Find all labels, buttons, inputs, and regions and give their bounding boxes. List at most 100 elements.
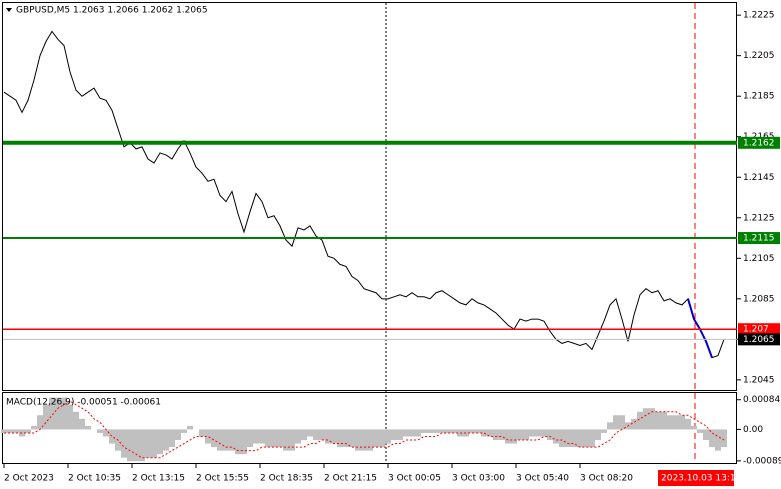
time-cursor-label: 2023.10.03 13:10 bbox=[661, 474, 742, 484]
macd-bar bbox=[73, 411, 79, 430]
macd-bar bbox=[277, 429, 283, 448]
macd-bar bbox=[373, 429, 379, 448]
macd-bar bbox=[163, 429, 169, 451]
macd-bar bbox=[631, 418, 637, 430]
macd-bar bbox=[85, 425, 91, 430]
macd-bar bbox=[691, 425, 697, 430]
y-tick-label: -0.00089 bbox=[743, 456, 781, 466]
macd-bar bbox=[67, 404, 73, 430]
symbol-info: GBPUSD,M5 1.2063 1.2066 1.2062 1.2065 bbox=[16, 6, 208, 16]
macd-bar bbox=[289, 429, 295, 451]
level-label: 1.2162 bbox=[743, 138, 775, 148]
time-label: 2 Oct 18:35 bbox=[260, 474, 313, 484]
macd-bar bbox=[505, 429, 511, 444]
macd-bar bbox=[157, 429, 163, 455]
macd-bar bbox=[79, 418, 85, 430]
macd-bar bbox=[301, 429, 307, 441]
time-label: 2 Oct 13:15 bbox=[132, 474, 185, 484]
macd-bar bbox=[499, 429, 505, 441]
macd-bar bbox=[535, 429, 541, 437]
macd-bar bbox=[235, 429, 241, 455]
macd-bar bbox=[37, 415, 43, 430]
macd-bar bbox=[703, 429, 709, 441]
macd-bar bbox=[49, 397, 55, 430]
macd-bar bbox=[721, 429, 727, 448]
macd-bar bbox=[673, 415, 679, 430]
macd-bar bbox=[403, 429, 409, 437]
macd-bar bbox=[517, 429, 523, 441]
macd-bar bbox=[7, 429, 13, 433]
macd-bar bbox=[547, 429, 553, 441]
collapse-icon[interactable] bbox=[6, 8, 12, 12]
macd-bar bbox=[715, 429, 721, 451]
y-tick-label: 0.00 bbox=[743, 425, 763, 435]
macd-bar bbox=[181, 429, 187, 433]
macd-bar bbox=[121, 429, 127, 458]
macd-bar bbox=[433, 429, 439, 433]
macd-bar bbox=[661, 411, 667, 430]
macd-bar bbox=[637, 411, 643, 430]
macd-bar bbox=[187, 425, 193, 430]
macd-bar bbox=[709, 429, 715, 448]
level-label-box bbox=[738, 232, 780, 245]
macd-bar bbox=[685, 418, 691, 430]
macd-bar bbox=[127, 429, 133, 462]
y-tick-label: 0.00084 bbox=[743, 395, 780, 405]
time-cursor-box bbox=[658, 470, 734, 486]
price-line bbox=[3, 30, 725, 359]
macd-bar bbox=[583, 429, 589, 448]
price-panel bbox=[2, 2, 737, 391]
time-label: 2 Oct 2023 bbox=[4, 474, 54, 484]
level-label: 1.207 bbox=[743, 325, 769, 335]
macd-panel bbox=[2, 392, 737, 464]
macd-bar bbox=[313, 429, 319, 441]
macd-bar bbox=[577, 429, 583, 448]
macd-bar bbox=[223, 429, 229, 451]
macd-bar bbox=[541, 429, 547, 437]
level-label-box bbox=[738, 136, 780, 149]
macd-bar bbox=[367, 429, 373, 451]
macd-bar bbox=[571, 429, 577, 448]
macd-bar bbox=[295, 429, 301, 444]
macd-bar bbox=[253, 429, 259, 444]
macd-bar bbox=[55, 397, 61, 430]
macd-bar bbox=[43, 404, 49, 430]
macd-bar bbox=[655, 411, 661, 430]
macd-bar bbox=[283, 429, 289, 451]
macd-bar bbox=[13, 429, 19, 433]
macd-bar bbox=[553, 429, 559, 444]
macd-bar bbox=[679, 415, 685, 430]
macd-bar bbox=[529, 429, 535, 437]
macd-bar bbox=[649, 408, 655, 430]
macd-bar bbox=[457, 429, 463, 437]
time-label: 2 Oct 10:35 bbox=[68, 474, 121, 484]
level-label: 1.2065 bbox=[743, 335, 775, 345]
macd-bar bbox=[61, 397, 67, 430]
macd-bar bbox=[421, 429, 427, 433]
macd-bar bbox=[475, 429, 481, 433]
macd-bar bbox=[265, 429, 271, 448]
macd-bar bbox=[409, 429, 415, 437]
macd-bar bbox=[205, 429, 211, 444]
macd-bar bbox=[469, 429, 475, 433]
macd-bar bbox=[139, 429, 145, 462]
macd-bar bbox=[307, 429, 313, 437]
macd-bar bbox=[607, 422, 613, 430]
macd-bar bbox=[667, 415, 673, 430]
level-label-box bbox=[738, 333, 780, 346]
time-label: 3 Oct 03:00 bbox=[452, 474, 505, 484]
level-label: 1.2115 bbox=[743, 234, 775, 244]
time-label: 2 Oct 21:15 bbox=[324, 474, 377, 484]
macd-bar bbox=[391, 429, 397, 441]
y-tick-label: 1.2125 bbox=[743, 213, 775, 223]
y-tick-label: 1.2045 bbox=[743, 375, 775, 385]
macd-bar bbox=[211, 429, 217, 448]
macd-bar bbox=[619, 415, 625, 430]
y-tick-label: 1.2205 bbox=[743, 51, 775, 61]
macd-bar bbox=[247, 429, 253, 448]
macd-bar bbox=[109, 429, 115, 444]
macd-bar bbox=[697, 429, 703, 433]
macd-bar bbox=[97, 429, 103, 433]
y-tick-label: 1.2225 bbox=[743, 11, 775, 21]
